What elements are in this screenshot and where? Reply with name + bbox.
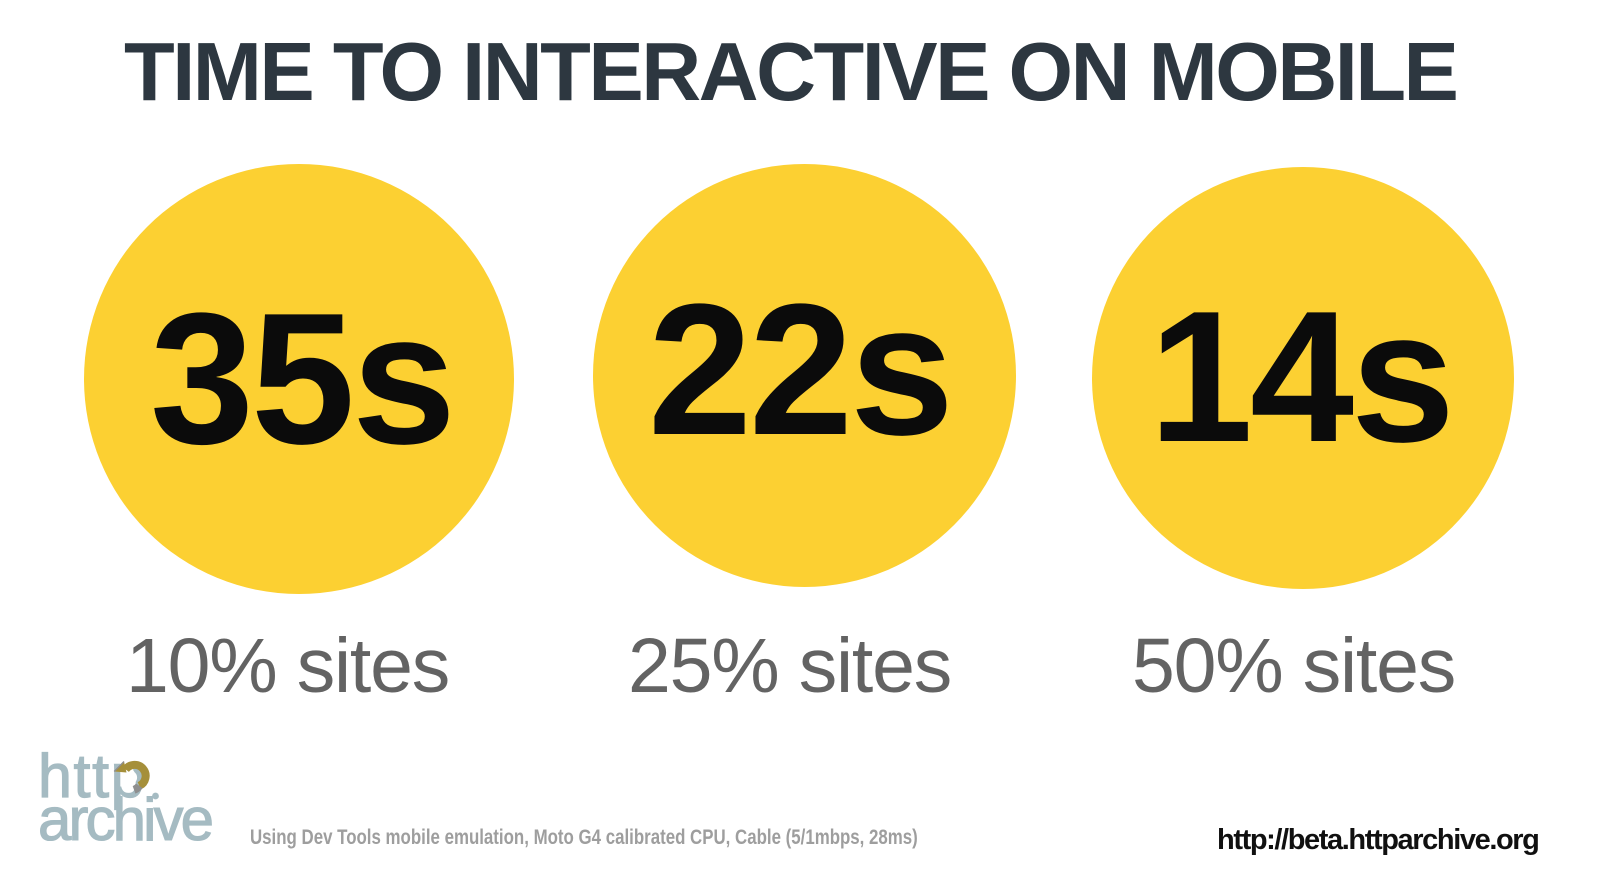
svg-text:archive: archive — [38, 786, 212, 850]
